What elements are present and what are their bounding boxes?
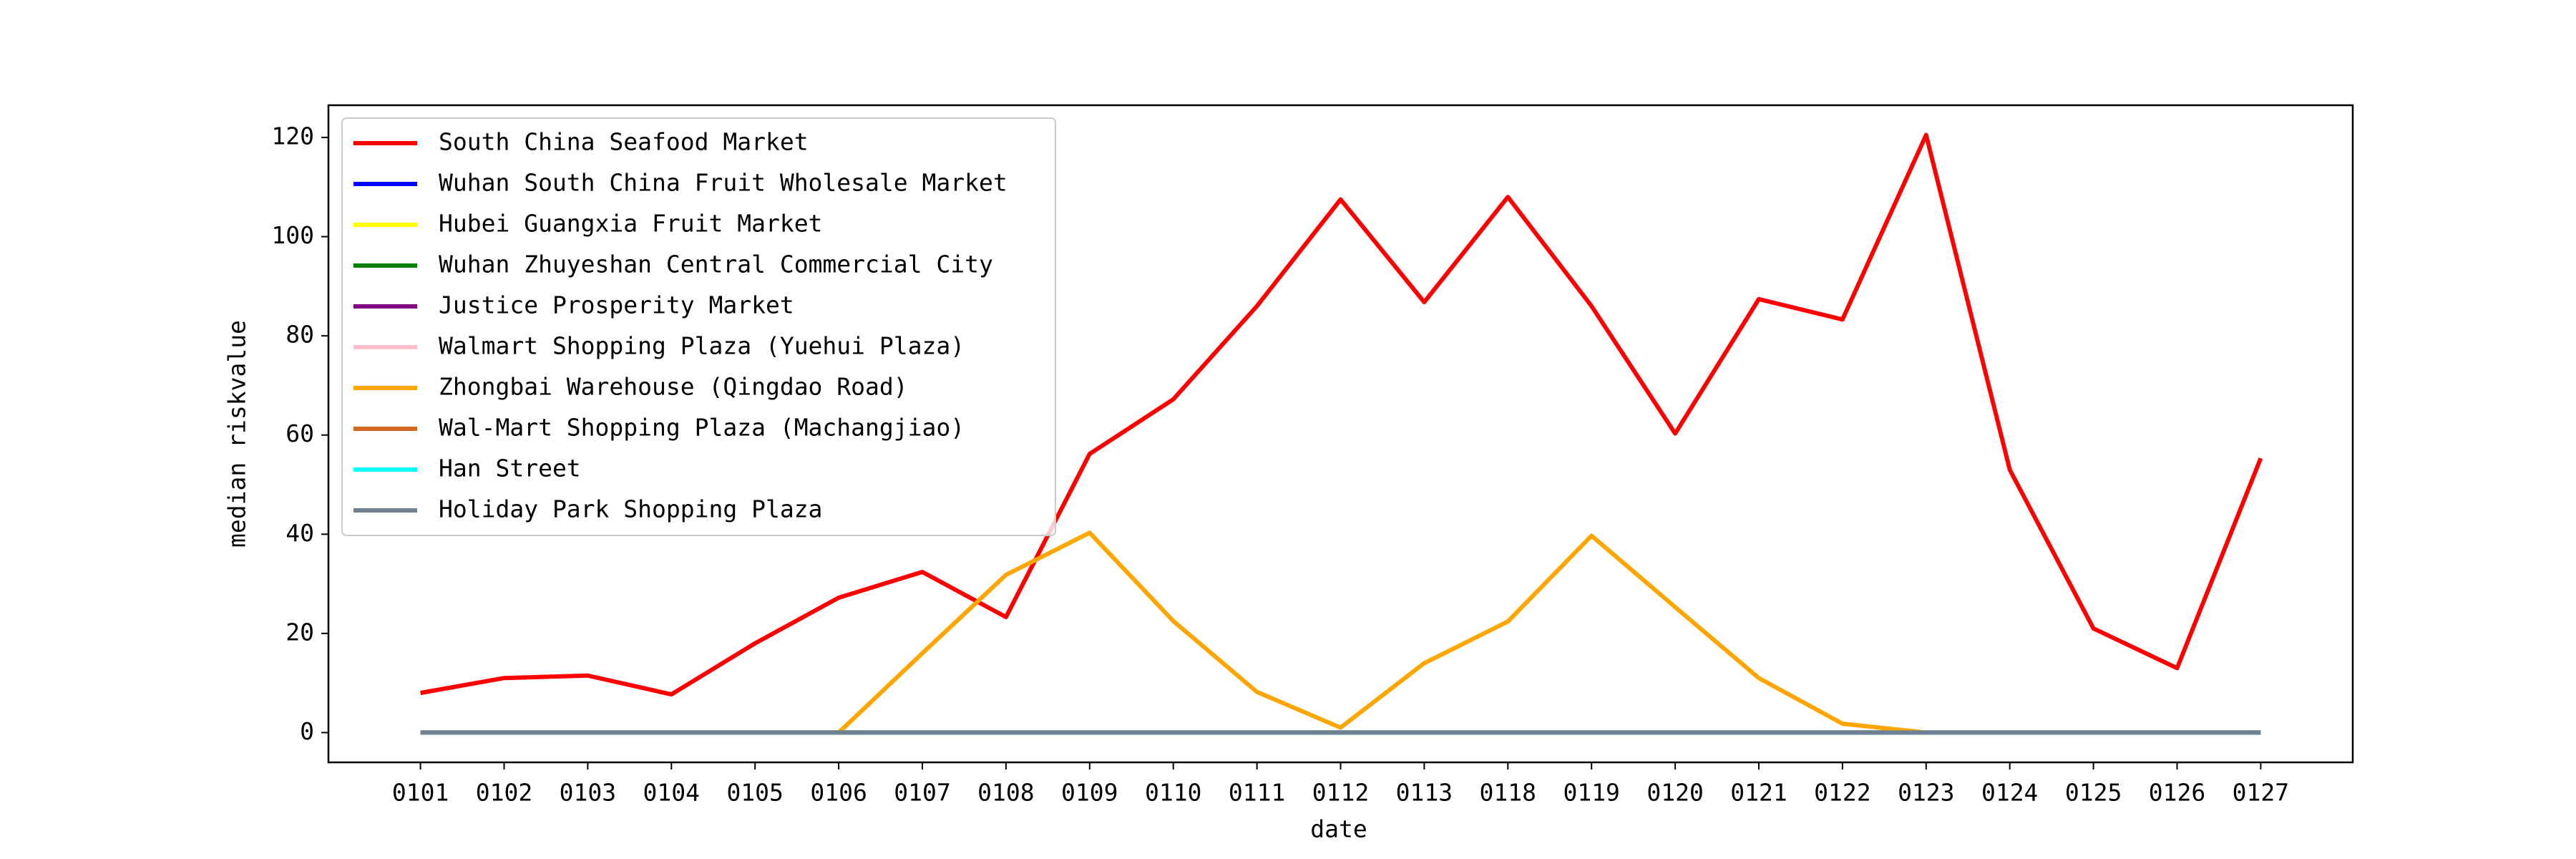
legend-label: Holiday Park Shopping Plaza bbox=[439, 495, 822, 523]
legend-label: Wuhan South China Fruit Wholesale Market bbox=[439, 169, 1008, 197]
x-tick-label: 0121 bbox=[1730, 779, 1787, 807]
y-tick-label: 120 bbox=[271, 122, 314, 150]
legend-label: Walmart Shopping Plaza (Yuehui Plaza) bbox=[439, 332, 965, 360]
x-tick-label: 0126 bbox=[2149, 779, 2205, 807]
series-line bbox=[420, 530, 2261, 735]
x-tick-label: 0102 bbox=[476, 779, 532, 807]
x-tick-label: 0118 bbox=[1480, 779, 1536, 807]
legend-label: Justice Prosperity Market bbox=[439, 291, 794, 319]
x-tick-label: 0101 bbox=[392, 779, 449, 807]
x-tick-label: 0105 bbox=[726, 779, 783, 807]
y-tick-label: 100 bbox=[271, 221, 314, 249]
y-tick-label: 0 bbox=[300, 717, 314, 745]
x-tick-label: 0124 bbox=[1981, 779, 2038, 807]
x-tick-label: 0103 bbox=[560, 779, 616, 807]
x-tick-label: 0125 bbox=[2065, 779, 2122, 807]
legend-label: Wuhan Zhuyeshan Central Commercial City bbox=[439, 251, 993, 278]
legend-label: Zhongbai Warehouse (Qingdao Road) bbox=[439, 373, 908, 401]
legend-label: Wal-Mart Shopping Plaza (Machangjiao) bbox=[439, 414, 965, 442]
x-axis-label: date bbox=[1310, 815, 1367, 843]
x-tick-label: 0119 bbox=[1563, 779, 1619, 807]
x-tick-label: 0111 bbox=[1229, 779, 1285, 807]
y-tick-label: 20 bbox=[286, 618, 314, 646]
x-tick-label: 0122 bbox=[1814, 779, 1870, 807]
x-tick-label: 0120 bbox=[1646, 779, 1703, 807]
y-tick-label: 40 bbox=[286, 519, 314, 547]
y-tick-label: 80 bbox=[286, 321, 314, 349]
legend-label: Hubei Guangxia Fruit Market bbox=[439, 210, 822, 238]
x-tick-label: 0106 bbox=[810, 779, 867, 807]
legend-label: Han Street bbox=[439, 455, 581, 482]
legend-label: South China Seafood Market bbox=[439, 128, 809, 156]
x-tick-label: 0127 bbox=[2233, 779, 2289, 807]
y-axis-label: median riskvalue bbox=[223, 320, 251, 548]
x-tick-label: 0123 bbox=[1898, 779, 1954, 807]
y-tick-label: 60 bbox=[286, 419, 314, 447]
x-tick-label: 0112 bbox=[1312, 779, 1369, 807]
series-line bbox=[420, 132, 2263, 697]
x-tick-label: 0109 bbox=[1061, 779, 1118, 807]
x-tick-label: 0104 bbox=[643, 779, 700, 807]
x-tick-label: 0110 bbox=[1145, 779, 1201, 807]
legend-box bbox=[341, 117, 1056, 536]
x-tick-label: 0113 bbox=[1396, 779, 1453, 807]
x-tick-label: 0107 bbox=[894, 779, 950, 807]
plot-frame bbox=[327, 104, 2354, 764]
x-tick-label: 0108 bbox=[977, 779, 1034, 807]
legend: South China Seafood Market Wuhan South Ch… bbox=[341, 117, 1056, 536]
